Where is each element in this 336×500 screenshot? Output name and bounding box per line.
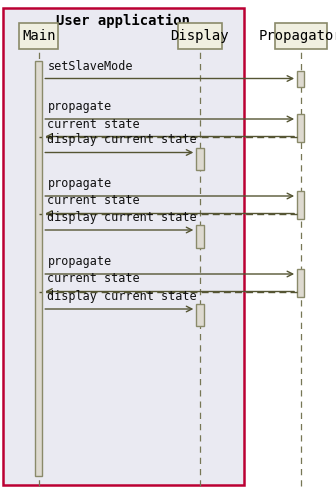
Bar xyxy=(196,148,204,170)
Text: current state: current state xyxy=(47,272,140,285)
Bar xyxy=(35,61,42,476)
Bar xyxy=(275,23,327,49)
Text: display current state: display current state xyxy=(47,290,197,303)
Text: User application: User application xyxy=(56,14,191,28)
Text: propagate: propagate xyxy=(47,177,112,190)
Bar xyxy=(297,114,304,142)
Bar xyxy=(297,191,304,219)
Text: propagate: propagate xyxy=(47,100,112,113)
Text: display current state: display current state xyxy=(47,211,197,224)
Bar xyxy=(196,304,204,326)
Text: propagate: propagate xyxy=(47,255,112,268)
Text: display current state: display current state xyxy=(47,134,197,146)
Bar xyxy=(297,71,304,87)
Text: Display: Display xyxy=(171,29,229,43)
Bar xyxy=(3,8,244,485)
Bar xyxy=(178,23,222,49)
Text: current state: current state xyxy=(47,118,140,130)
Text: Main: Main xyxy=(22,29,55,43)
Bar xyxy=(297,269,304,297)
Bar xyxy=(196,226,204,248)
Text: setSlaveMode: setSlaveMode xyxy=(47,60,133,72)
Bar xyxy=(19,23,58,49)
Text: Propagator: Propagator xyxy=(259,29,336,43)
Text: current state: current state xyxy=(47,194,140,207)
